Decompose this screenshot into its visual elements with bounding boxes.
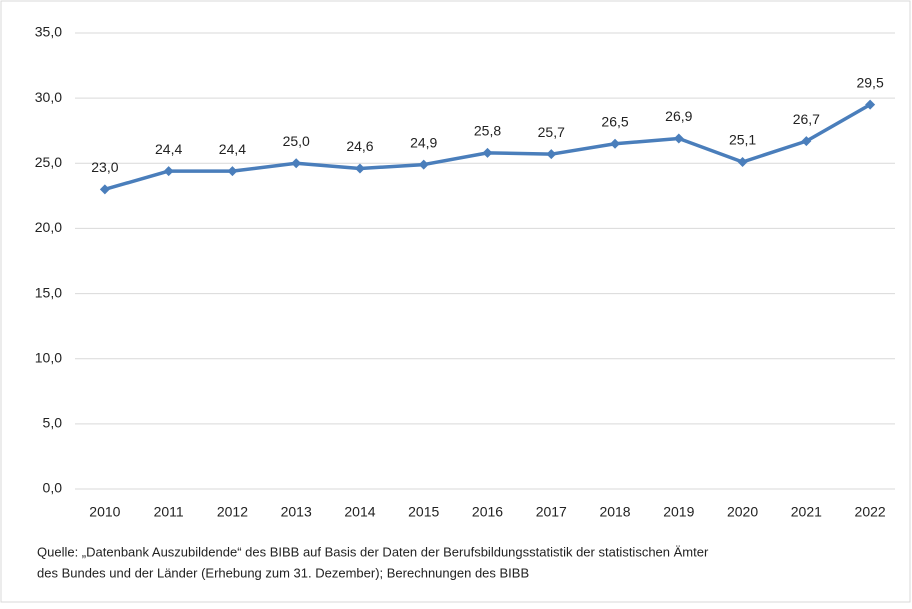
data-label: 25,1 — [729, 132, 756, 148]
x-tick-label: 2022 — [855, 504, 886, 520]
y-tick-label: 5,0 — [43, 415, 63, 431]
data-label: 25,0 — [283, 133, 310, 149]
point-marker — [418, 159, 429, 170]
x-tick-label: 2020 — [727, 504, 758, 520]
x-tick-label: 2013 — [281, 504, 312, 520]
y-tick-label: 15,0 — [35, 284, 62, 300]
x-tick-label: 2021 — [791, 504, 822, 520]
y-tick-label: 20,0 — [35, 219, 62, 235]
data-label: 24,9 — [410, 134, 437, 150]
y-tick-label: 25,0 — [35, 154, 62, 170]
point-marker — [673, 133, 684, 144]
x-tick-label: 2012 — [217, 504, 248, 520]
data-label: 25,8 — [474, 123, 501, 139]
point-marker — [801, 136, 812, 147]
point-marker — [291, 158, 302, 169]
y-tick-label: 0,0 — [43, 480, 63, 496]
point-marker — [227, 166, 238, 177]
x-tick-label: 2016 — [472, 504, 503, 520]
point-marker — [482, 147, 493, 158]
x-tick-label: 2018 — [599, 504, 630, 520]
data-label: 29,5 — [856, 74, 883, 90]
source-note: Quelle: „Datenbank Auszubildende“ des BI… — [37, 544, 709, 559]
data-label: 24,6 — [346, 138, 373, 154]
data-label: 23,0 — [91, 159, 118, 175]
x-tick-label: 2011 — [154, 504, 184, 520]
y-tick-label: 30,0 — [35, 89, 62, 105]
point-marker — [737, 156, 748, 167]
y-tick-label: 35,0 — [35, 24, 62, 40]
data-label: 26,7 — [793, 111, 820, 127]
point-marker — [610, 138, 621, 149]
data-label: 25,7 — [538, 124, 565, 140]
point-marker — [865, 99, 876, 110]
x-tick-label: 2010 — [89, 504, 120, 520]
x-tick-label: 2017 — [536, 504, 567, 520]
point-marker — [546, 149, 557, 160]
x-tick-label: 2015 — [408, 504, 439, 520]
source-note: des Bundes und der Länder (Erhebung zum … — [37, 565, 529, 580]
data-label: 24,4 — [219, 141, 246, 157]
data-label: 24,4 — [155, 141, 182, 157]
y-tick-label: 10,0 — [35, 349, 62, 365]
data-label: 26,9 — [665, 108, 692, 124]
point-marker — [99, 184, 110, 195]
point-marker — [354, 163, 365, 174]
x-tick-label: 2019 — [663, 504, 694, 520]
data-label: 26,5 — [601, 113, 628, 129]
point-marker — [163, 166, 174, 177]
x-tick-label: 2014 — [344, 504, 375, 520]
